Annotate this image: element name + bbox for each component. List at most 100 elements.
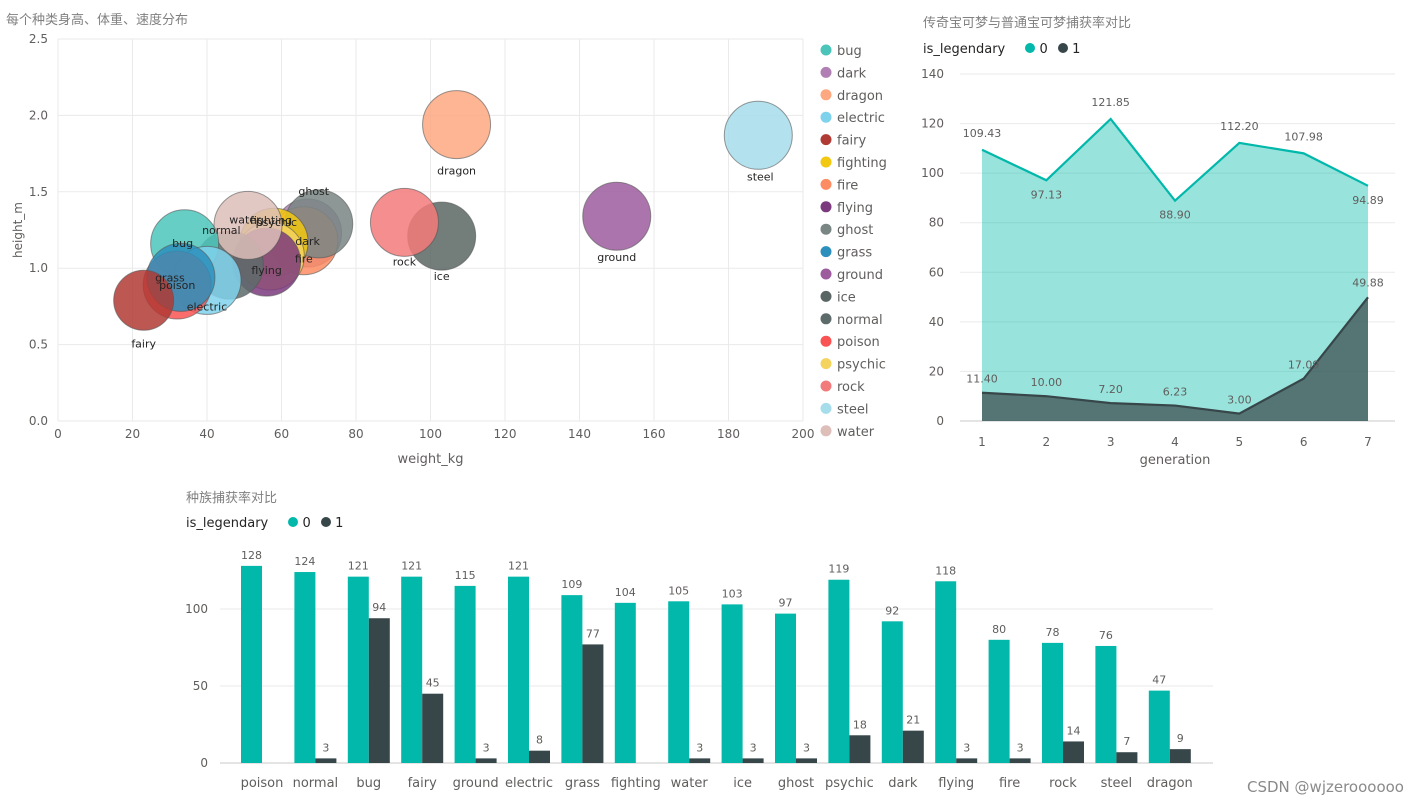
bar-grass-0 <box>561 595 583 763</box>
bubble-water <box>213 190 283 260</box>
bar-fire-1 <box>1009 758 1031 763</box>
bar-ice-0 <box>721 604 743 763</box>
x-tick-label: 20 <box>125 427 140 441</box>
bar-poison-0 <box>241 565 262 763</box>
bar-normal-1 <box>315 758 337 763</box>
line-chart-title: 传奇宝可梦与普通宝可梦捕获率对比 <box>923 16 1132 31</box>
data-label: 3 <box>322 741 329 754</box>
legend-dot-dark <box>820 66 832 78</box>
watermark: CSDN @wjzeroooooo <box>1247 778 1404 796</box>
data-label: 3 <box>750 741 757 754</box>
series-area-1 <box>982 297 1368 421</box>
x-tick-label: 120 <box>494 427 517 441</box>
y-tick-label: 0.0 <box>29 414 48 428</box>
legend-dot-steel <box>820 402 832 414</box>
x-tick-label: 5 <box>1236 435 1244 449</box>
line-chart: 0 20 40 60 80 100 120 140 1 2 3 4 5 6 7 generation 109.4… <box>921 67 1395 468</box>
legend-label-ghost: ghost <box>837 223 873 238</box>
legend-label-grass: grass <box>837 246 872 261</box>
data-label: 10.00 <box>1031 376 1063 389</box>
bubble-rock <box>369 187 439 257</box>
legend-dot-0 <box>1025 43 1036 53</box>
data-label: 107.98 <box>1284 130 1323 143</box>
bar-grass-1 <box>582 644 604 763</box>
data-label: 88.90 <box>1159 209 1191 222</box>
data-label: 76 <box>1099 629 1113 642</box>
bar-fighting-0 <box>614 602 636 763</box>
data-label: 9 <box>1177 732 1184 745</box>
bar-normal-0 <box>294 572 316 763</box>
data-label: 3 <box>696 741 703 754</box>
data-label: 92 <box>885 604 899 617</box>
y-tick-label: 0.5 <box>29 338 48 352</box>
bar-chart-title: 种族捕获率对比 <box>186 491 278 506</box>
bubble-label-flying: flying <box>251 264 281 277</box>
bubble-label-ice: ice <box>434 270 450 283</box>
data-label: 128 <box>241 549 262 562</box>
bar-steel-0 <box>1095 645 1117 763</box>
data-label: 78 <box>1046 626 1060 639</box>
x-tick-label: fire <box>999 776 1020 791</box>
legend-dot-normal <box>820 313 832 325</box>
bubble-label-rock: rock <box>393 255 417 268</box>
y-tick-label: 120 <box>921 117 944 131</box>
y-tick-label: 20 <box>929 364 944 378</box>
bar-ice-1 <box>742 758 764 763</box>
data-label: 49.88 <box>1352 276 1384 289</box>
legend-label-1: 1 <box>1072 42 1081 57</box>
data-label: 7.20 <box>1098 383 1123 396</box>
bar-dragon-1 <box>1169 749 1191 763</box>
x-tick-label: poison <box>241 776 284 791</box>
data-label: 121.85 <box>1091 96 1130 109</box>
data-label: 11.40 <box>966 373 998 386</box>
y-tick-label: 100 <box>185 602 208 616</box>
bar-flying-1 <box>956 758 978 763</box>
y-tick-label: 140 <box>921 67 944 81</box>
data-label: 8 <box>536 734 543 747</box>
y-tick-label: 80 <box>929 216 944 230</box>
legend-label-psychic: psychic <box>837 358 886 373</box>
bar-dark-0 <box>881 621 903 763</box>
legend-dot-bug <box>820 44 832 56</box>
legend-dot-poison <box>820 335 832 347</box>
legend-dot-electric <box>820 111 832 123</box>
bar-steel-1 <box>1116 752 1138 763</box>
bar-fairy-0 <box>401 576 423 763</box>
bubble-chart: 0 20 40 60 80 100 120 140 160 180 200 0.0 0.5 1.0 1.5 2… <box>11 32 887 467</box>
data-label: 104 <box>615 586 636 599</box>
data-label: 118 <box>935 564 956 577</box>
data-label: 18 <box>853 718 867 731</box>
bubble-label-grass: grass <box>155 271 185 284</box>
legend-label-0: 0 <box>302 516 311 531</box>
y-tick-label: 1.0 <box>29 261 48 275</box>
legend-label-0: 0 <box>1039 42 1048 57</box>
bubble-label-fighting: fighting <box>250 214 292 227</box>
bar-fire-0 <box>988 639 1010 763</box>
legend-dot-rock <box>820 380 832 392</box>
y-tick-label: 2.5 <box>29 32 48 46</box>
data-label: 115 <box>455 569 476 582</box>
data-label: 80 <box>992 623 1006 636</box>
bar-rock-0 <box>1042 642 1063 763</box>
x-tick-label: ghost <box>778 776 814 791</box>
bubble-dragon <box>422 90 492 160</box>
data-label: 119 <box>828 563 849 576</box>
y-tick-label: 100 <box>921 166 944 180</box>
legend-label-rock: rock <box>837 380 865 395</box>
bubble-label-ghost: ghost <box>298 185 329 198</box>
data-label: 7 <box>1123 735 1130 748</box>
x-tick-label: dark <box>888 776 918 791</box>
bubble-label-ground: ground <box>597 251 636 264</box>
bar-electric-1 <box>529 750 550 763</box>
legend-label-flying: flying <box>837 201 873 216</box>
data-label: 3 <box>483 741 490 754</box>
bar-dragon-0 <box>1148 690 1170 763</box>
data-label: 121 <box>508 560 529 573</box>
x-tick-label: steel <box>1101 776 1132 791</box>
legend-dot-fighting <box>820 156 832 168</box>
x-axis-label: generation <box>1140 453 1211 468</box>
x-tick-label: psychic <box>825 776 874 791</box>
bar-psychic-0 <box>828 579 850 763</box>
x-tick-label: ice <box>733 776 752 791</box>
x-tick-label: water <box>671 776 709 791</box>
